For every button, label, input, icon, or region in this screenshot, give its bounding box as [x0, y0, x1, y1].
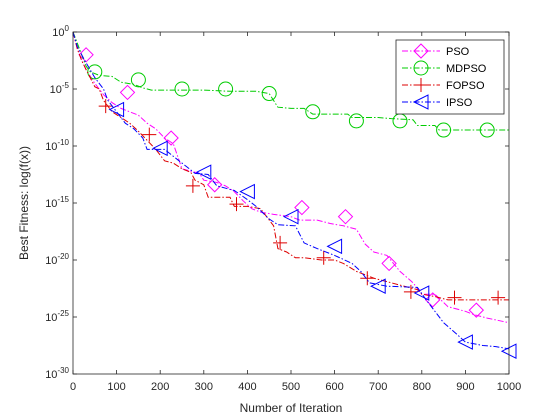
- data-point-fopso: [360, 271, 375, 286]
- y-tick-label: 10-30: [45, 366, 69, 381]
- legend-label-mdpso: MDPSO: [446, 63, 487, 75]
- x-tick-label: 600: [325, 381, 343, 393]
- x-tick-label: 700: [369, 381, 387, 393]
- legend-marker-pso: [413, 43, 429, 59]
- y-tick-label: 100: [52, 24, 69, 39]
- legend-marker-fopso: [414, 78, 428, 92]
- x-tick-label: 900: [456, 381, 474, 393]
- data-point-ipso: [413, 285, 430, 301]
- legend-marker-ipso: [412, 94, 429, 110]
- data-point-ipso: [195, 164, 212, 181]
- series-line-mdpso: [72, 31, 509, 131]
- x-tick-label: 200: [151, 381, 169, 393]
- x-tick-label: 100: [107, 381, 125, 393]
- y-tick-label: 10-10: [45, 138, 69, 153]
- data-point-mdpso: [130, 72, 146, 88]
- legend: PSO MDPSO FOPSO IPSO: [395, 39, 505, 115]
- legend-label-pso: PSO: [446, 46, 470, 58]
- y-tick-label: 10-15: [45, 195, 69, 210]
- legend-label-fopso: FOPSO: [446, 80, 485, 92]
- data-point-pso: [381, 255, 397, 272]
- data-point-fopso: [316, 250, 331, 265]
- data-point-ipso: [152, 140, 168, 157]
- y-tick-label: 10-20: [45, 252, 69, 267]
- data-point-mdpso: [348, 113, 364, 129]
- data-point-pso: [294, 199, 310, 216]
- y-tick-label: 10-25: [45, 309, 69, 324]
- data-point-ipso: [282, 208, 299, 225]
- x-tick-label: 400: [238, 381, 256, 393]
- data-point-mdpso: [436, 122, 452, 138]
- data-point-mdpso: [305, 104, 321, 120]
- data-point-fopso: [273, 235, 288, 250]
- x-tick-label: 300: [195, 381, 213, 393]
- x-axis-label: Number of Iteration: [240, 401, 343, 415]
- data-point-pso: [206, 177, 223, 193]
- x-tick-label: 800: [413, 381, 431, 393]
- legend-item-fopso: FOPSO: [402, 78, 485, 92]
- data-point-pso: [78, 47, 94, 63]
- data-point-ipso: [370, 278, 386, 295]
- data-point-fopso: [229, 197, 244, 212]
- data-point-mdpso: [261, 86, 277, 102]
- data-point-fopso: [447, 290, 462, 305]
- data-point-pso: [337, 208, 354, 225]
- x-tick-label: 500: [282, 381, 300, 393]
- data-point-ipso: [239, 183, 255, 200]
- data-point-pso: [468, 302, 485, 318]
- data-point-fopso: [491, 290, 506, 305]
- data-point-ipso: [326, 238, 343, 255]
- y-tick-label: 10-5: [50, 81, 70, 96]
- data-point-fopso: [98, 99, 113, 114]
- data-point-fopso: [142, 127, 157, 142]
- data-point-ipso: [457, 334, 473, 350]
- legend-label-ipso: IPSO: [446, 97, 473, 109]
- y-axis-label: Best Fitness: log(f(x)): [17, 146, 31, 260]
- x-tick-label: 0: [70, 381, 76, 393]
- data-point-fopso: [403, 284, 418, 299]
- series-fopso: [72, 31, 509, 305]
- legend-marker-mdpso: [413, 60, 429, 76]
- data-point-ipso: [108, 101, 125, 118]
- x-tick-label: 1000: [497, 381, 521, 393]
- series-line-pso: [72, 31, 510, 324]
- data-point-pso: [163, 130, 179, 146]
- series-line-ipso: [72, 31, 510, 350]
- legend-item-mdpso: MDPSO: [402, 60, 487, 76]
- data-point-mdpso: [218, 81, 234, 97]
- data-point-fopso: [185, 178, 200, 193]
- tick-layer: 0 100 200 300 400 500 600 700 800 900 1000 100 10-5 1…: [45, 24, 521, 393]
- legend-item-pso: PSO: [402, 43, 470, 59]
- legend-item-ipso: IPSO: [402, 94, 473, 110]
- data-point-pso: [119, 84, 136, 101]
- data-point-mdpso: [479, 122, 495, 138]
- data-point-mdpso: [174, 81, 190, 97]
